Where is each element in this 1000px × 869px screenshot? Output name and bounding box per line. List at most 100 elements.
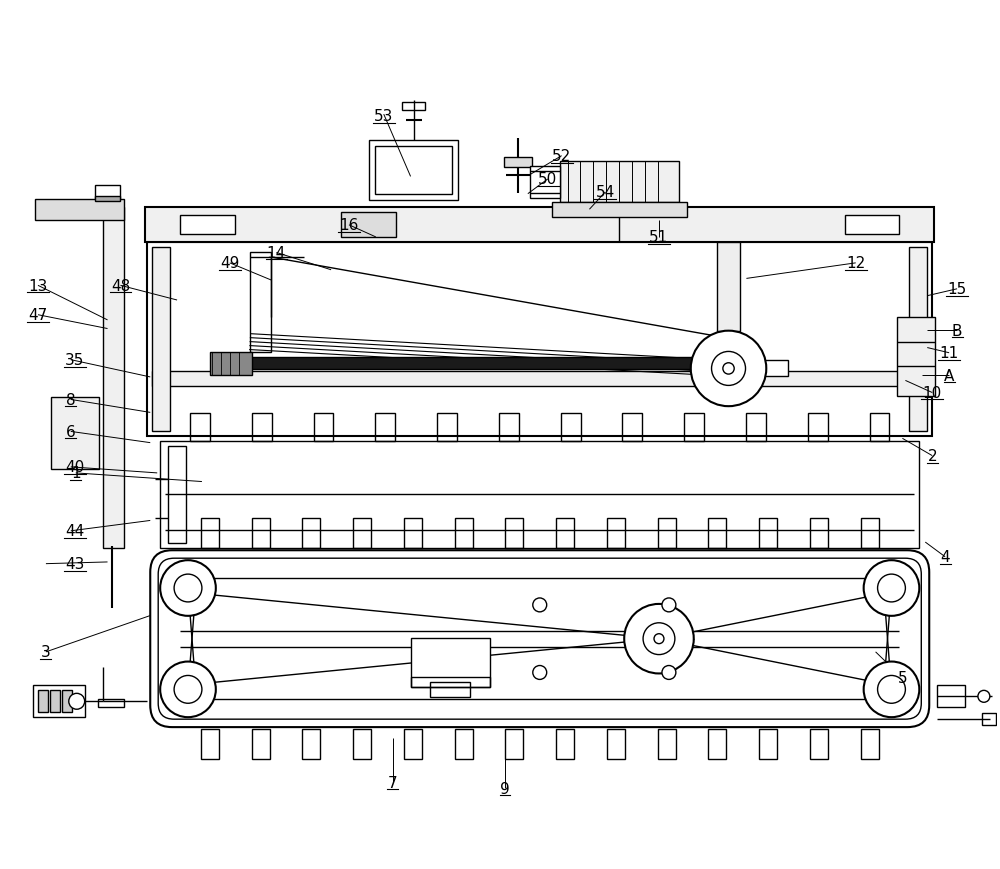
Bar	[861, 729, 879, 759]
Bar	[404, 729, 422, 759]
Bar	[845, 216, 899, 235]
Text: B: B	[952, 323, 962, 338]
FancyBboxPatch shape	[150, 551, 929, 727]
Bar	[897, 317, 935, 397]
Bar	[430, 683, 470, 698]
Bar	[909, 248, 927, 432]
Text: 12: 12	[846, 256, 865, 271]
Bar	[708, 519, 726, 548]
Bar	[658, 729, 676, 759]
Bar	[717, 243, 740, 331]
Bar	[556, 729, 574, 759]
Circle shape	[533, 598, 547, 612]
Bar	[252, 519, 270, 548]
Bar	[38, 691, 48, 713]
Bar	[561, 414, 581, 441]
Text: 52: 52	[552, 149, 571, 164]
Bar	[252, 414, 272, 441]
Bar	[746, 414, 766, 441]
Bar	[499, 414, 519, 441]
Bar	[147, 243, 932, 436]
Bar	[50, 691, 60, 713]
Text: 16: 16	[339, 218, 359, 233]
Bar	[160, 441, 919, 548]
Bar	[190, 414, 210, 441]
Bar	[314, 414, 333, 441]
Circle shape	[878, 676, 905, 704]
Bar	[210, 352, 252, 376]
Bar	[375, 147, 452, 195]
Text: 1: 1	[71, 466, 81, 481]
Bar	[404, 519, 422, 548]
Text: 4: 4	[940, 549, 950, 565]
Circle shape	[654, 634, 664, 644]
Bar	[437, 414, 457, 441]
Text: 14: 14	[267, 246, 286, 261]
Text: 10: 10	[923, 386, 942, 401]
Bar	[530, 167, 560, 198]
Bar	[250, 358, 692, 370]
Circle shape	[69, 693, 85, 709]
Bar	[145, 209, 934, 243]
Bar	[201, 729, 219, 759]
Bar	[152, 248, 170, 432]
Circle shape	[624, 604, 694, 673]
Text: 5: 5	[898, 671, 907, 686]
Bar	[810, 729, 828, 759]
Circle shape	[878, 574, 905, 602]
Bar	[252, 729, 270, 759]
Bar	[455, 519, 473, 548]
Bar	[302, 519, 320, 548]
Text: 8: 8	[66, 393, 76, 408]
Bar	[411, 678, 490, 687]
Text: 15: 15	[947, 282, 967, 297]
Bar	[505, 729, 523, 759]
Bar	[353, 519, 371, 548]
Bar	[201, 519, 219, 548]
Circle shape	[160, 662, 216, 717]
Circle shape	[643, 623, 675, 655]
Text: 2: 2	[927, 448, 937, 463]
Bar	[35, 199, 124, 221]
Text: 51: 51	[649, 230, 669, 245]
Bar	[51, 398, 99, 469]
Circle shape	[864, 561, 919, 616]
Circle shape	[723, 363, 734, 375]
Text: 47: 47	[28, 308, 48, 323]
Bar	[168, 447, 186, 544]
Bar	[341, 213, 396, 238]
Text: 54: 54	[596, 185, 615, 200]
Bar	[982, 713, 996, 726]
Bar	[810, 519, 828, 548]
Circle shape	[864, 662, 919, 717]
Bar	[95, 185, 120, 199]
Circle shape	[160, 561, 216, 616]
Text: 49: 49	[220, 256, 239, 271]
Bar	[870, 414, 889, 441]
Bar	[808, 414, 828, 441]
Circle shape	[174, 574, 202, 602]
Text: 9: 9	[500, 781, 510, 796]
Bar	[556, 519, 574, 548]
Bar	[402, 103, 425, 111]
Bar	[152, 372, 927, 387]
Text: 50: 50	[538, 172, 557, 188]
Circle shape	[691, 331, 766, 407]
Bar	[560, 162, 679, 203]
Bar	[937, 686, 965, 707]
Bar	[748, 361, 788, 377]
Bar	[33, 686, 85, 717]
Bar	[607, 729, 625, 759]
Bar	[103, 209, 124, 548]
Circle shape	[712, 352, 746, 386]
Bar	[759, 729, 777, 759]
Bar	[95, 196, 120, 202]
Text: 3: 3	[41, 645, 51, 660]
Bar	[607, 519, 625, 548]
Bar	[455, 729, 473, 759]
Bar	[708, 729, 726, 759]
Bar	[684, 414, 704, 441]
Circle shape	[662, 666, 676, 680]
Text: 11: 11	[939, 346, 959, 361]
Circle shape	[978, 691, 990, 702]
